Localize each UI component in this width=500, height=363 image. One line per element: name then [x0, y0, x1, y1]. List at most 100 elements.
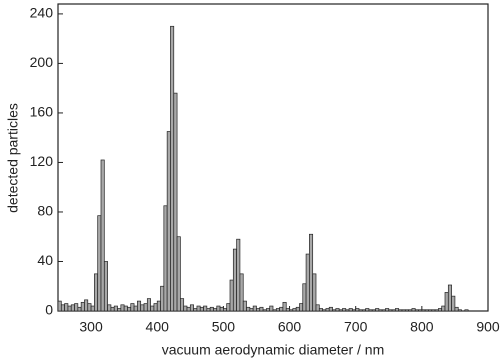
bar — [80, 301, 85, 312]
bar — [285, 308, 290, 312]
bar — [318, 308, 323, 312]
bar — [242, 300, 247, 312]
bar — [223, 308, 228, 312]
y-tick-label: 200 — [30, 54, 54, 70]
bar — [457, 309, 462, 312]
bar — [328, 306, 333, 312]
bar — [236, 238, 241, 312]
bar — [219, 306, 224, 312]
bar — [163, 205, 168, 312]
bar — [209, 306, 214, 312]
bar — [371, 309, 376, 312]
bar — [428, 309, 433, 312]
bar — [226, 303, 231, 312]
bar — [352, 309, 357, 312]
bar — [146, 298, 151, 312]
bar — [361, 309, 366, 312]
bar — [342, 308, 347, 312]
bar — [97, 215, 102, 312]
bar — [368, 309, 373, 312]
bar — [292, 308, 297, 312]
bar — [444, 292, 449, 312]
bar — [434, 309, 439, 312]
bar — [170, 25, 175, 312]
bar — [279, 306, 284, 312]
bar — [60, 304, 65, 312]
bar — [206, 308, 211, 312]
bar — [130, 303, 135, 312]
bar — [312, 273, 317, 312]
bar — [160, 285, 165, 312]
bar — [269, 305, 274, 312]
bar — [94, 273, 99, 312]
bar — [216, 305, 221, 312]
bar — [398, 309, 403, 312]
x-tick-label: 500 — [212, 319, 236, 335]
bar — [411, 308, 416, 312]
bar — [196, 305, 201, 312]
bar — [67, 305, 72, 312]
bar — [120, 304, 125, 312]
bar — [421, 309, 426, 312]
x-axis-label: vacuum aerodynamic diameter / nm — [162, 342, 385, 358]
bar — [110, 306, 115, 312]
bar — [64, 303, 69, 312]
bar — [335, 308, 340, 312]
bar — [84, 299, 89, 312]
bar — [385, 308, 390, 312]
bar — [424, 309, 429, 312]
bar — [375, 308, 380, 312]
bar — [395, 308, 400, 312]
bar — [365, 308, 370, 312]
bar — [246, 306, 251, 312]
x-tick-label: 800 — [410, 319, 434, 335]
bar — [229, 279, 234, 312]
bar — [137, 300, 142, 312]
bar — [378, 309, 383, 312]
y-tick-label: 80 — [37, 203, 53, 219]
bar — [391, 309, 396, 312]
bar — [315, 304, 320, 312]
bar — [100, 159, 105, 312]
bar — [338, 309, 343, 312]
bar — [441, 305, 446, 312]
bar — [305, 253, 310, 312]
x-tick-label: 300 — [79, 319, 103, 335]
bar — [186, 306, 191, 312]
bar — [74, 303, 79, 312]
bar — [252, 305, 257, 312]
bar — [266, 308, 271, 312]
x-tick-label: 700 — [344, 319, 368, 335]
x-tick-label: 900 — [476, 319, 500, 335]
x-tick-label: 600 — [278, 319, 302, 335]
bar — [199, 306, 204, 312]
bar — [113, 305, 118, 312]
y-tick-label: 0 — [45, 302, 53, 318]
bar — [123, 305, 128, 312]
bar — [180, 298, 185, 312]
bar — [282, 301, 287, 312]
bar — [166, 131, 171, 312]
bar — [213, 308, 218, 312]
x-tick-label: 400 — [146, 319, 170, 335]
bar — [355, 308, 360, 312]
bar — [203, 305, 208, 312]
bar — [153, 303, 158, 312]
bar — [454, 306, 459, 312]
bar — [256, 308, 261, 312]
bar — [431, 309, 436, 312]
bar — [322, 309, 327, 312]
bar — [189, 304, 194, 312]
bar — [438, 308, 443, 312]
bar — [302, 283, 307, 312]
bar — [332, 309, 337, 312]
bar — [345, 309, 350, 312]
bar — [150, 305, 155, 312]
bar — [127, 306, 132, 312]
bar — [87, 303, 92, 312]
bar — [249, 308, 254, 312]
bar — [176, 236, 181, 312]
plot-frame — [57, 3, 489, 312]
bar — [193, 308, 198, 312]
